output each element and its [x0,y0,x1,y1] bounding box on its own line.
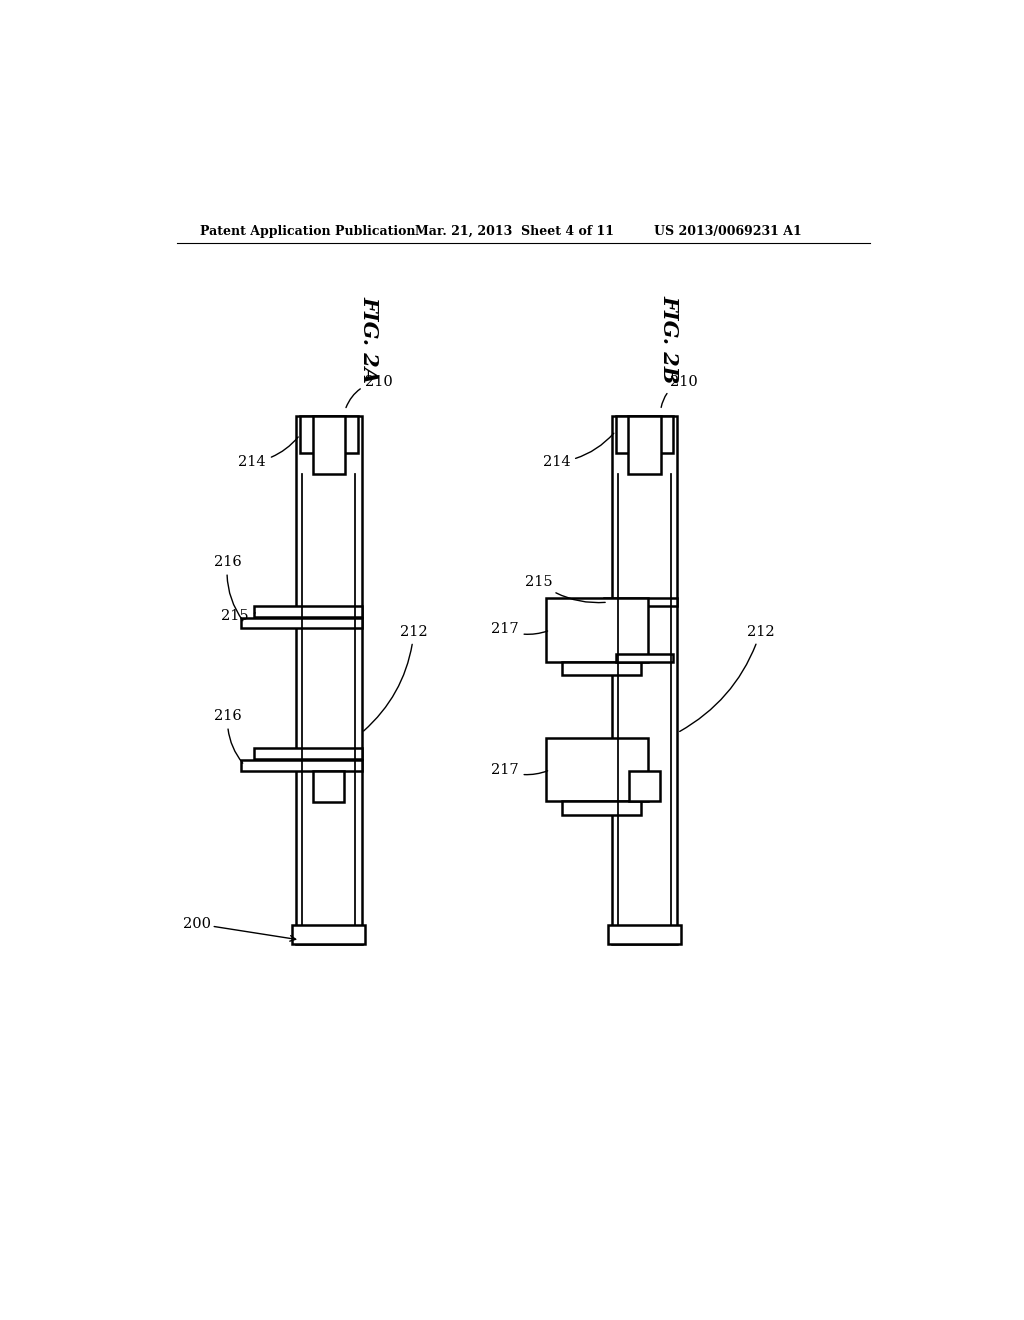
Bar [611,416,677,944]
Text: 215: 215 [221,610,255,623]
Bar [313,771,344,801]
Text: FIG. 2B: FIG. 2B [659,296,680,384]
Text: US 2013/0069231 A1: US 2013/0069231 A1 [654,224,802,238]
Text: 215: 215 [524,574,605,603]
Bar [629,416,660,474]
Text: 216: 216 [214,556,243,620]
Bar [241,618,361,628]
Bar [547,598,648,661]
Text: 217: 217 [490,763,548,777]
Text: 214: 214 [239,437,298,470]
Bar [615,653,674,661]
Text: 212: 212 [364,624,428,731]
Bar [296,416,361,944]
Bar [312,416,345,474]
Bar [615,416,674,453]
Text: 200: 200 [183,917,211,932]
Bar [608,924,681,944]
Bar [547,738,648,801]
Text: 212: 212 [680,624,774,731]
Bar [241,760,361,771]
Bar [254,606,361,616]
Text: 210: 210 [346,375,393,408]
Text: 216: 216 [214,710,243,763]
Text: FIG. 2A: FIG. 2A [359,296,379,383]
Text: 217: 217 [490,623,548,636]
Bar [292,924,366,944]
Bar [254,748,361,759]
Bar [629,771,659,801]
Text: Patent Application Publication: Patent Application Publication [200,224,416,238]
Text: 214: 214 [543,433,613,470]
Bar [562,661,641,676]
Text: 210: 210 [662,375,697,408]
Bar [604,598,677,606]
Text: Mar. 21, 2013  Sheet 4 of 11: Mar. 21, 2013 Sheet 4 of 11 [416,224,614,238]
Bar [562,801,641,816]
Bar [300,416,357,453]
